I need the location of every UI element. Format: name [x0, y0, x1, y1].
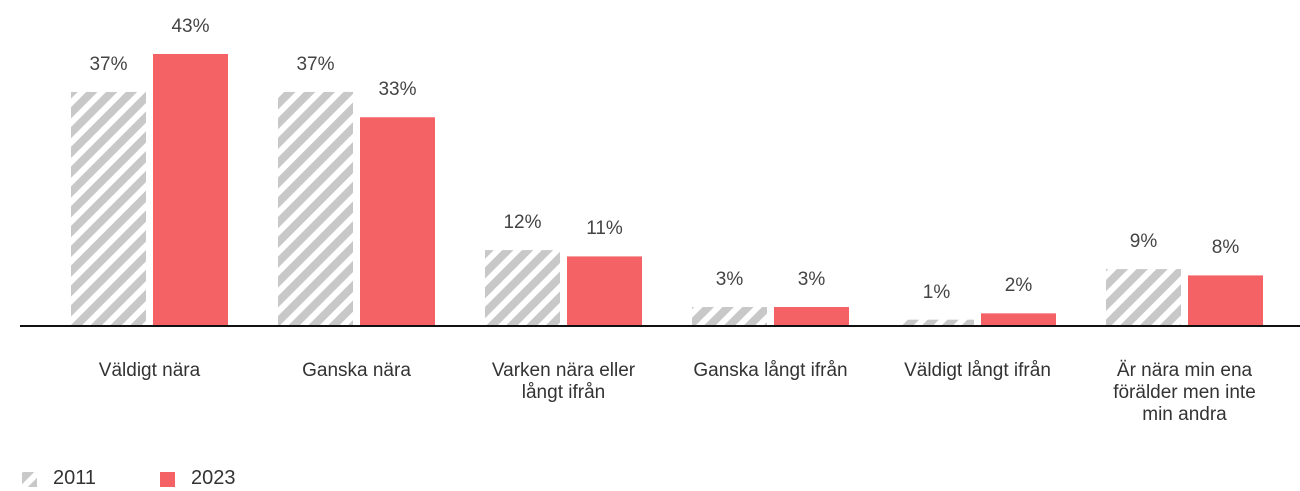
- bar: [899, 319, 974, 326]
- bar: [360, 117, 435, 326]
- bar: [485, 250, 560, 326]
- category-label: Varken nära eller långt ifrån: [491, 360, 636, 403]
- bar: [1188, 275, 1263, 326]
- value-label: 2%: [1004, 275, 1033, 297]
- bar: [278, 91, 353, 326]
- value-label: 3%: [797, 269, 826, 291]
- value-label: 37%: [89, 53, 128, 75]
- category-label: Ganska nära: [302, 360, 411, 381]
- value-label: 3%: [715, 269, 744, 291]
- value-label: 8%: [1211, 237, 1240, 259]
- legend-label: 2011: [53, 467, 97, 489]
- value-label: 37%: [296, 53, 335, 75]
- legend-swatch: [160, 472, 175, 487]
- value-label: 9%: [1129, 231, 1158, 253]
- category-label: Väldigt nära: [98, 360, 201, 381]
- bar: [692, 307, 767, 326]
- legend-swatch: [22, 472, 37, 487]
- bar: [567, 256, 642, 326]
- category-label: Är nära min ena förälder men inte min an…: [1113, 360, 1256, 425]
- bar: [981, 313, 1056, 326]
- value-label: 33%: [378, 79, 417, 101]
- bar: [1106, 269, 1181, 326]
- category-label: Ganska långt ifrån: [693, 360, 848, 381]
- value-label: 12%: [503, 212, 542, 234]
- bar: [153, 54, 228, 326]
- category-label: Väldigt långt ifrån: [904, 360, 1051, 381]
- value-label: 1%: [922, 281, 951, 303]
- value-label: 11%: [586, 218, 623, 240]
- value-label: 43%: [171, 16, 210, 37]
- legend-label: 2023: [191, 467, 236, 489]
- bar: [71, 91, 146, 326]
- bar: [774, 307, 849, 326]
